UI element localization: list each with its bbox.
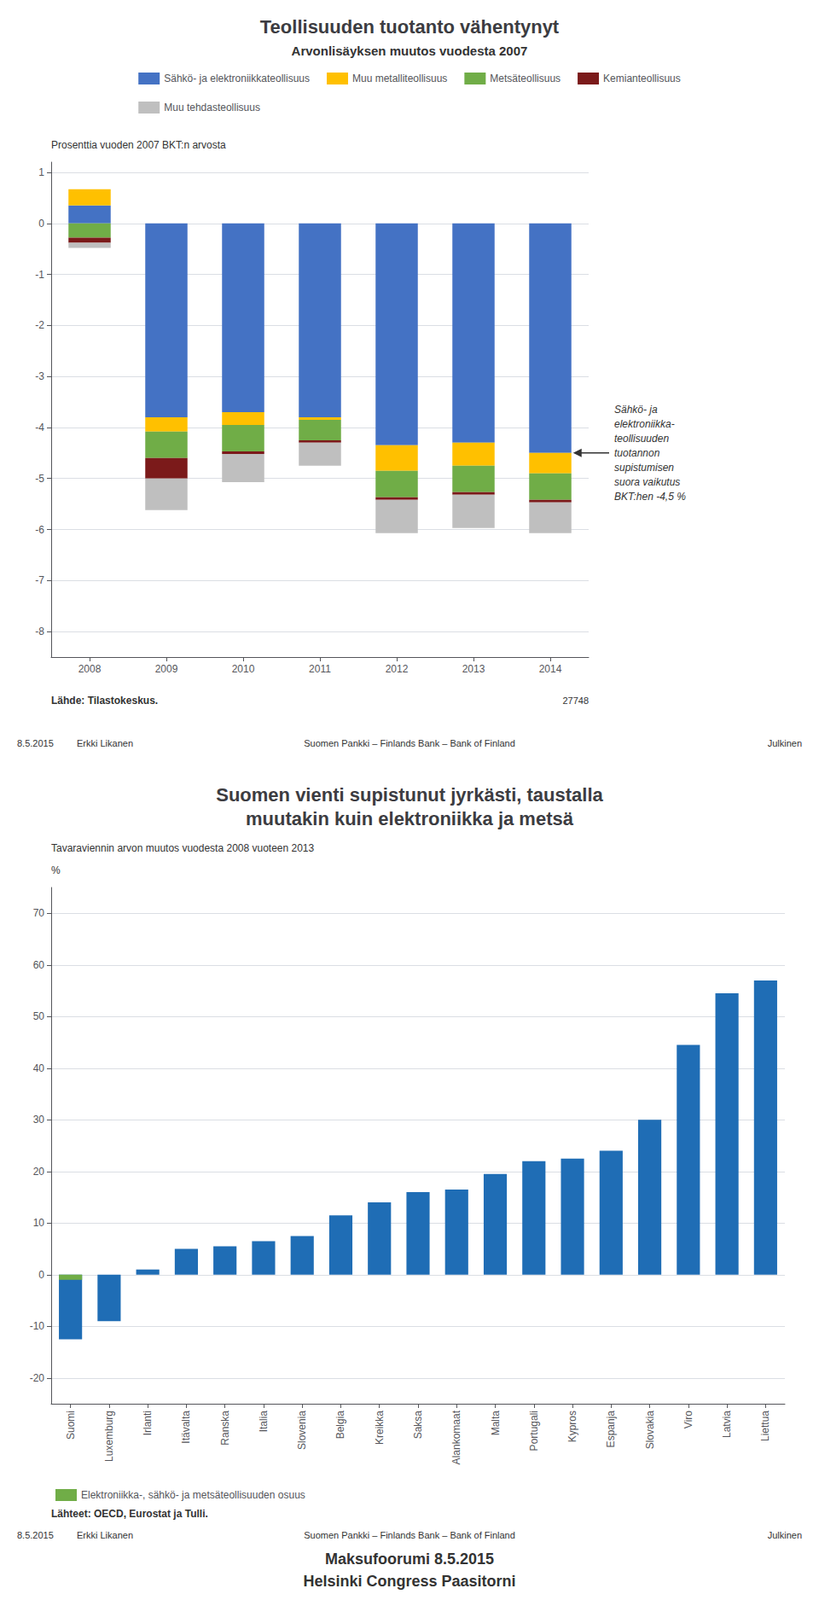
svg-text:0: 0 <box>38 1268 45 1281</box>
svg-text:Viro: Viro <box>682 1410 695 1429</box>
svg-text:Arvonlisäyksen muutos vuodesta: Arvonlisäyksen muutos vuodesta 2007 <box>291 43 529 59</box>
svg-text:2012: 2012 <box>385 662 409 675</box>
svg-text:Belgia: Belgia <box>334 1410 347 1440</box>
svg-text:Maksufoorumi 8.5.2015: Maksufoorumi 8.5.2015 <box>325 1550 494 1568</box>
svg-text:Itävalta: Itävalta <box>180 1410 192 1444</box>
svg-text:Sähkö- ja elektroniikkateollis: Sähkö- ja elektroniikkateollisuus <box>163 72 310 85</box>
svg-text:60: 60 <box>33 958 46 971</box>
svg-text:Slovenia: Slovenia <box>296 1410 308 1450</box>
svg-text:-10: -10 <box>29 1319 46 1332</box>
svg-text:-6: -6 <box>34 523 45 536</box>
svg-text:muutakin kuin elektroniikka ja: muutakin kuin elektroniikka ja metsä <box>245 807 575 830</box>
svg-text:-4: -4 <box>34 421 45 434</box>
svg-text:Elektroniikka-, sähkö- ja mets: Elektroniikka-, sähkö- ja metsäteollisuu… <box>81 1488 306 1501</box>
svg-text:1: 1 <box>38 166 45 179</box>
svg-text:Suomen Pankki – Finlands Bank: Suomen Pankki – Finlands Bank – Bank of … <box>303 737 516 749</box>
svg-text:Lähde: Tilastokeskus.: Lähde: Tilastokeskus. <box>51 694 158 707</box>
svg-text:Sähkö- ja: Sähkö- ja <box>614 403 658 416</box>
svg-text:Suomen vienti supistunut jyrkä: Suomen vienti supistunut jyrkästi, taust… <box>215 784 604 806</box>
svg-text:-5: -5 <box>34 472 45 485</box>
svg-text:8.5.2015: 8.5.2015 <box>17 737 54 749</box>
svg-text:Espanja: Espanja <box>604 1410 617 1448</box>
svg-text:-8: -8 <box>34 625 45 638</box>
svg-text:Teollisuuden tuotanto vähentyn: Teollisuuden tuotanto vähentynyt <box>260 16 560 38</box>
svg-text:50: 50 <box>33 1010 46 1023</box>
svg-text:Ranska: Ranska <box>219 1410 232 1446</box>
svg-text:2009: 2009 <box>155 662 179 675</box>
svg-text:Prosenttia vuoden 2007 BKT:n a: Prosenttia vuoden 2007 BKT:n arvosta <box>51 139 227 152</box>
svg-text:Suomen Pankki – Finlands Bank: Suomen Pankki – Finlands Bank – Bank of … <box>303 1529 516 1540</box>
svg-text:Suomi: Suomi <box>64 1410 77 1440</box>
svg-text:2010: 2010 <box>232 662 256 675</box>
svg-text:Muu metalliteollisuus: Muu metalliteollisuus <box>352 72 448 85</box>
svg-text:2011: 2011 <box>308 662 332 675</box>
svg-text:tuotannon: tuotannon <box>614 447 661 459</box>
svg-text:%: % <box>51 864 61 877</box>
svg-text:Slovakia: Slovakia <box>644 1410 657 1450</box>
svg-text:Muu tehdasteollisuus: Muu tehdasteollisuus <box>163 101 261 114</box>
svg-text:BKT:hen -4,5 %: BKT:hen -4,5 % <box>614 490 686 503</box>
svg-text:-20: -20 <box>29 1371 46 1384</box>
svg-text:Alankomaat: Alankomaat <box>450 1409 463 1464</box>
svg-text:Malta: Malta <box>489 1410 502 1436</box>
svg-text:8.5.2015: 8.5.2015 <box>17 1529 54 1540</box>
svg-text:Luxemburg: Luxemburg <box>103 1410 116 1462</box>
svg-text:Irlanti: Irlanti <box>141 1410 154 1435</box>
svg-text:0: 0 <box>38 217 45 230</box>
svg-text:-7: -7 <box>34 574 45 587</box>
svg-text:Liettua: Liettua <box>759 1410 772 1441</box>
svg-text:Julkinen: Julkinen <box>767 737 802 749</box>
svg-text:elektroniikka-: elektroniikka- <box>614 418 675 430</box>
svg-text:Julkinen: Julkinen <box>767 1529 802 1540</box>
svg-text:Metsäteollisuus: Metsäteollisuus <box>489 72 561 85</box>
svg-text:Kreikka: Kreikka <box>373 1410 386 1445</box>
svg-text:10: 10 <box>33 1216 46 1229</box>
svg-text:27748: 27748 <box>562 695 589 706</box>
svg-text:-2: -2 <box>34 319 45 332</box>
svg-text:supistumisen: supistumisen <box>614 461 674 474</box>
svg-text:Kypros: Kypros <box>566 1410 579 1442</box>
svg-text:Italia: Italia <box>257 1410 270 1433</box>
svg-text:Erkki Likanen: Erkki Likanen <box>76 1529 134 1540</box>
svg-text:Kemianteollisuus: Kemianteollisuus <box>603 72 681 85</box>
svg-text:2008: 2008 <box>78 662 102 675</box>
svg-text:2014: 2014 <box>539 662 563 675</box>
svg-text:Latvia: Latvia <box>720 1410 733 1438</box>
svg-text:20: 20 <box>33 1165 46 1178</box>
svg-text:-1: -1 <box>34 268 45 281</box>
svg-text:Helsinki Congress Paasitorni: Helsinki Congress Paasitorni <box>302 1572 516 1590</box>
svg-text:Lähteet: OECD, Eurostat ja Tul: Lähteet: OECD, Eurostat ja Tulli. <box>51 1507 209 1520</box>
svg-text:Saksa: Saksa <box>412 1410 425 1440</box>
svg-text:-3: -3 <box>34 370 45 383</box>
svg-text:suora vaikutus: suora vaikutus <box>614 476 680 488</box>
svg-text:Portugali: Portugali <box>528 1410 541 1451</box>
svg-text:2013: 2013 <box>462 662 486 675</box>
svg-text:Tavaraviennin arvon muutos vuo: Tavaraviennin arvon muutos vuodesta 2008… <box>51 842 315 854</box>
svg-text:Erkki Likanen: Erkki Likanen <box>76 737 134 749</box>
svg-text:70: 70 <box>33 906 46 919</box>
svg-text:teollisuuden: teollisuuden <box>614 432 669 445</box>
svg-text:30: 30 <box>33 1113 46 1126</box>
svg-text:40: 40 <box>33 1062 46 1075</box>
